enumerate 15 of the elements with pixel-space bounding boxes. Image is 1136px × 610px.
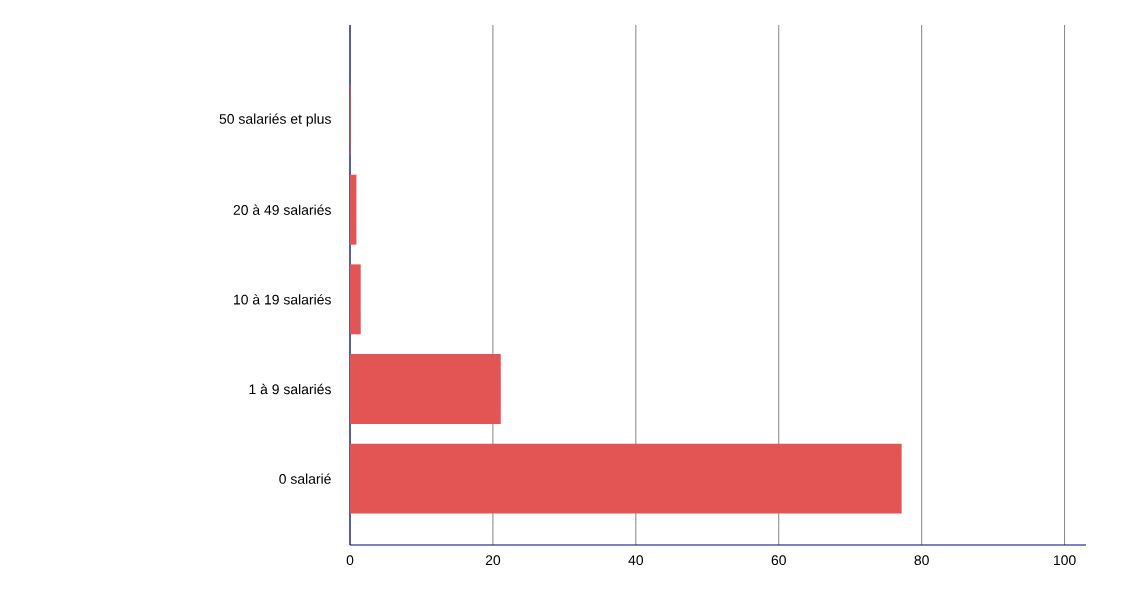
x-tick-label: 20 (485, 555, 501, 566)
x-tick-label: 0 (346, 555, 354, 566)
x-tick-label: 100 (1054, 555, 1076, 566)
x-tick-label: 40 (628, 555, 644, 566)
bar (350, 443, 902, 514)
y-tick-label: 10 à 19 salariés (234, 294, 331, 305)
y-tick-label: 1 à 9 salariés (249, 383, 331, 395)
bar (350, 264, 361, 335)
y-tick-label: 50 salariés et plus (219, 113, 331, 127)
bar (350, 174, 357, 245)
x-tick-label: 60 (771, 555, 786, 566)
y-tick-label: 20 à 49 salariés (233, 204, 331, 215)
bar (350, 354, 501, 424)
y-tick-label: 0 salarié (279, 473, 331, 484)
x-tick-label: 80 (914, 555, 929, 566)
